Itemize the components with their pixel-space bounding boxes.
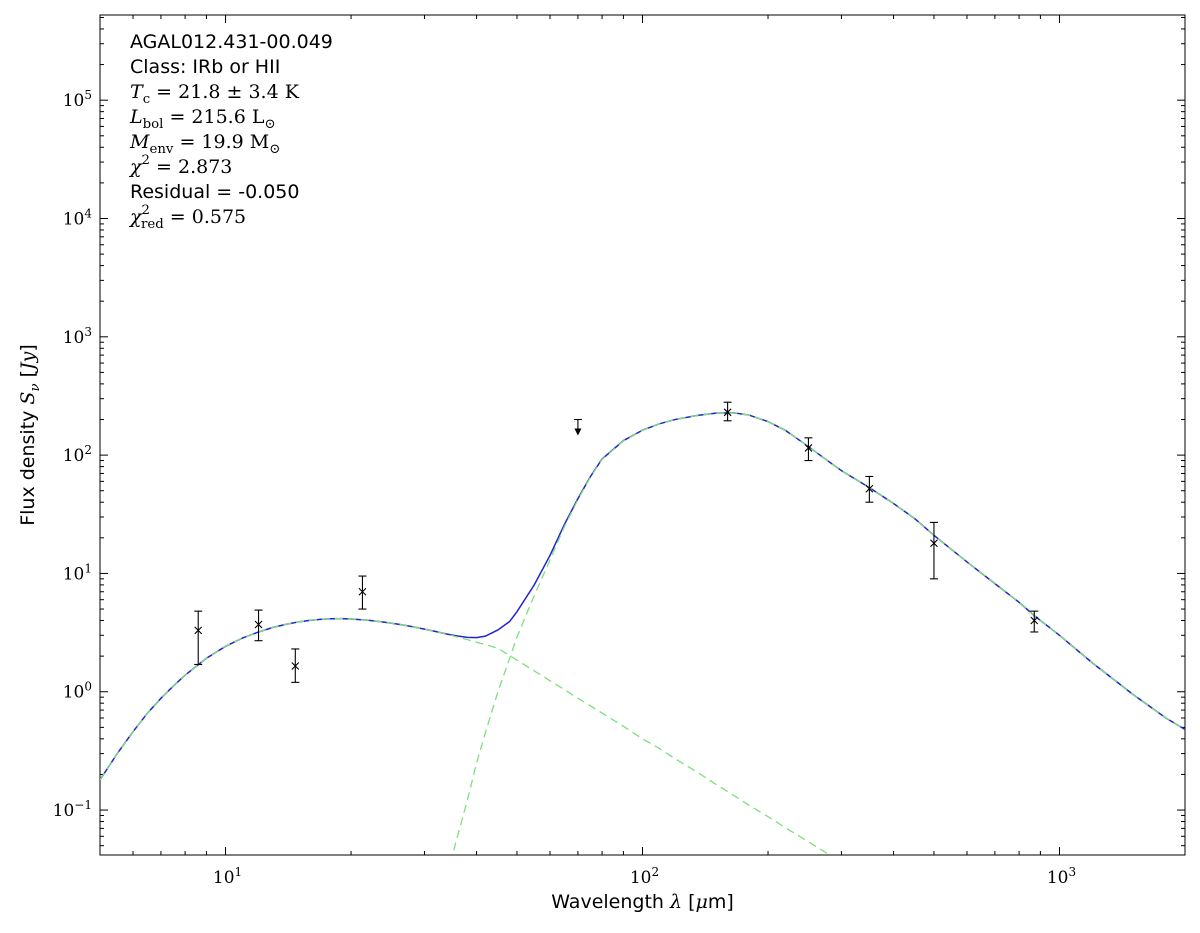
annotation-line-5: χ2 = 2.873 [128, 153, 232, 178]
y-tick-label: 102 [63, 443, 92, 466]
warm-component-line [100, 617, 831, 855]
data-points [194, 401, 1039, 683]
y-tick-label: 104 [63, 206, 93, 229]
plot-frame [99, 14, 1186, 856]
annotation-line-7: χ2 red = 0.575 [128, 203, 246, 232]
x-axis-label: Wavelength λ [μm] [551, 891, 734, 913]
annotation-line-0: AGAL012.431-00.049 [130, 31, 333, 53]
data-point [1030, 610, 1039, 633]
model-curves [100, 411, 1185, 855]
data-point [865, 475, 874, 503]
y-axis-label: Flux density Sν [Jy] [17, 344, 43, 526]
data-point [254, 609, 263, 642]
cold-envelope-component-line [451, 412, 1185, 855]
data-point [723, 401, 732, 422]
y-tick-label: 105 [63, 88, 92, 111]
annotation-line-3: Lbol = 215.6 L⊙ [129, 106, 276, 132]
x-tick-label: 103 [1047, 865, 1076, 888]
y-tick-label: 10−1 [53, 798, 92, 821]
annotation-line-2: Tc = 21.8 ± 3.4 K [130, 81, 300, 107]
annotation-line-1: Class: IRb or HII [130, 56, 280, 78]
upper-limit-marker [573, 418, 582, 436]
y-tick-label: 101 [63, 561, 92, 584]
annotation-line-6: Residual = -0.050 [130, 181, 300, 203]
y-tick-label: 100 [63, 680, 92, 703]
data-point [194, 610, 203, 666]
y-tick-label: 103 [63, 325, 92, 348]
data-point [358, 575, 367, 610]
data-point [929, 521, 938, 580]
data-point [291, 648, 300, 683]
annotation-line-4: Menv = 19.9 M⊙ [129, 131, 280, 157]
x-tick-label: 102 [630, 865, 659, 888]
axis-ticks [100, 15, 1185, 855]
data-point [804, 437, 813, 462]
x-tick-label: 101 [213, 865, 242, 888]
